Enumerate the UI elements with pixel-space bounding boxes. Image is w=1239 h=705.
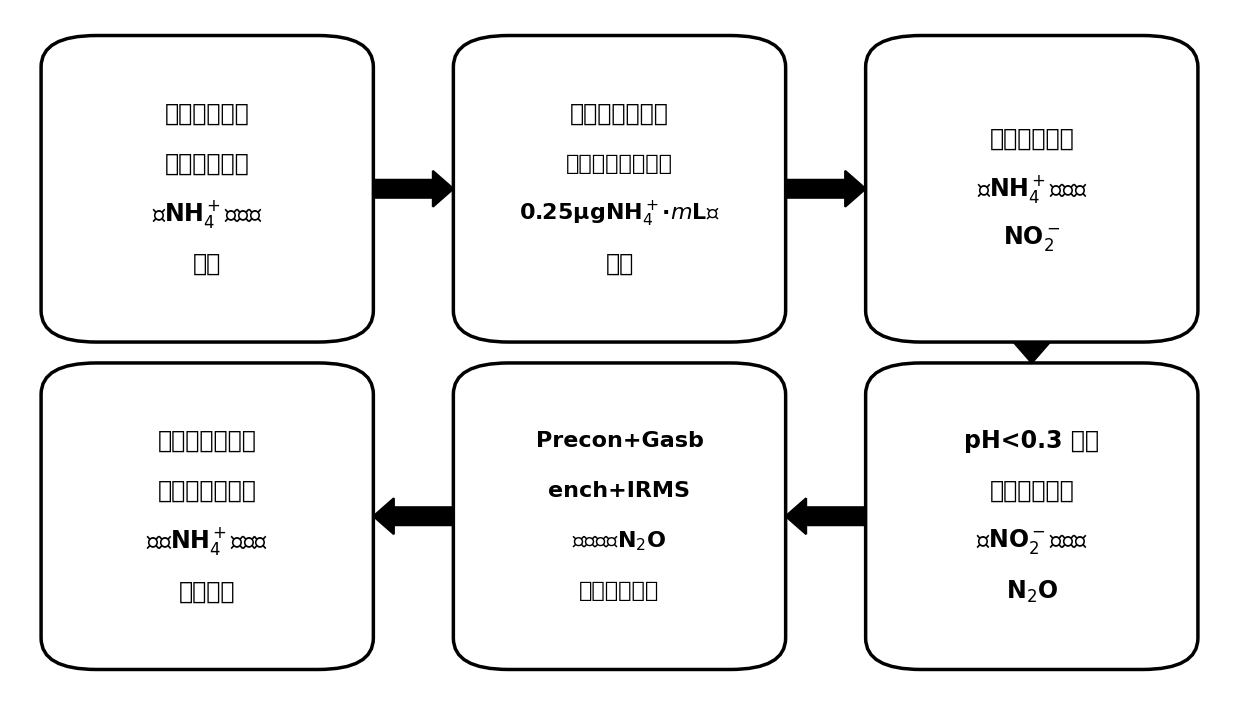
Polygon shape (1014, 342, 1049, 363)
FancyBboxPatch shape (41, 363, 373, 670)
Text: 计算大气气溶胶: 计算大气气溶胶 (157, 479, 256, 503)
Text: 用超声震荡仪过: 用超声震荡仪过 (570, 102, 669, 125)
FancyBboxPatch shape (453, 363, 786, 670)
Text: 位素比值: 位素比值 (178, 580, 235, 603)
Text: 离子色谱分析: 离子色谱分析 (165, 102, 249, 125)
Polygon shape (786, 171, 866, 207)
Text: 联用测定N$_2$O: 联用测定N$_2$O (572, 529, 667, 553)
Polygon shape (373, 171, 453, 207)
Text: 浓度: 浓度 (193, 252, 222, 276)
Text: 建立标准曲线，: 建立标准曲线， (157, 429, 256, 453)
Text: NO$_2^-$: NO$_2^-$ (1004, 224, 1061, 253)
Polygon shape (373, 498, 453, 534)
FancyBboxPatch shape (41, 35, 373, 342)
Text: 0.25μgNH$_4^+$·$m$L的: 0.25μgNH$_4^+$·$m$L的 (519, 200, 720, 228)
Text: 溶液: 溶液 (606, 252, 633, 276)
Text: 样品NH$_4^+$的氮同: 样品NH$_4^+$的氮同 (146, 525, 269, 557)
Text: 碱性次溴酸盐: 碱性次溴酸盐 (990, 127, 1074, 151)
Polygon shape (786, 498, 866, 534)
FancyBboxPatch shape (866, 35, 1198, 342)
Text: 将NH$_4^+$氧化成: 将NH$_4^+$氧化成 (976, 173, 1087, 204)
Text: 件下盐酸羟胺: 件下盐酸羟胺 (990, 479, 1074, 503)
Text: 将NO$_2^-$还原成: 将NO$_2^-$还原成 (976, 527, 1088, 556)
FancyBboxPatch shape (453, 35, 786, 342)
Text: 大气气溶胶样: 大气气溶胶样 (165, 152, 249, 176)
Text: 品NH$_4^+$的质量: 品NH$_4^+$的质量 (152, 198, 263, 230)
Text: N$_2$O: N$_2$O (1006, 578, 1058, 605)
Text: pH<0.3 的条: pH<0.3 的条 (964, 429, 1099, 453)
Text: 滤、萃取样品形成: 滤、萃取样品形成 (566, 154, 673, 173)
Text: 氮同位素比值: 氮同位素比值 (580, 582, 659, 601)
Text: Precon+Gasb: Precon+Gasb (535, 431, 704, 451)
FancyBboxPatch shape (866, 363, 1198, 670)
Text: ench+IRMS: ench+IRMS (549, 481, 690, 501)
